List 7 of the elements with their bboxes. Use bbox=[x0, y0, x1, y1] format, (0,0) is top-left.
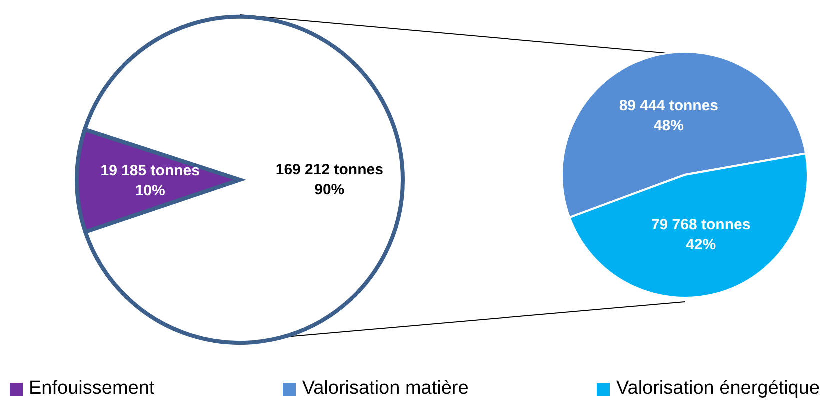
data-label: 79 768 tonnes 42% bbox=[651, 216, 751, 253]
data-label: 169 212 tonnes 90% bbox=[276, 160, 384, 198]
legend-label: Valorisation énergétique bbox=[616, 378, 820, 400]
legend-label: Enfouissement bbox=[29, 378, 155, 400]
data-label: 19 185 tonnes 10% bbox=[100, 162, 200, 200]
data-label: 89 444 tonnes 48% bbox=[619, 97, 719, 134]
legend-label: Valorisation matière bbox=[302, 378, 469, 400]
